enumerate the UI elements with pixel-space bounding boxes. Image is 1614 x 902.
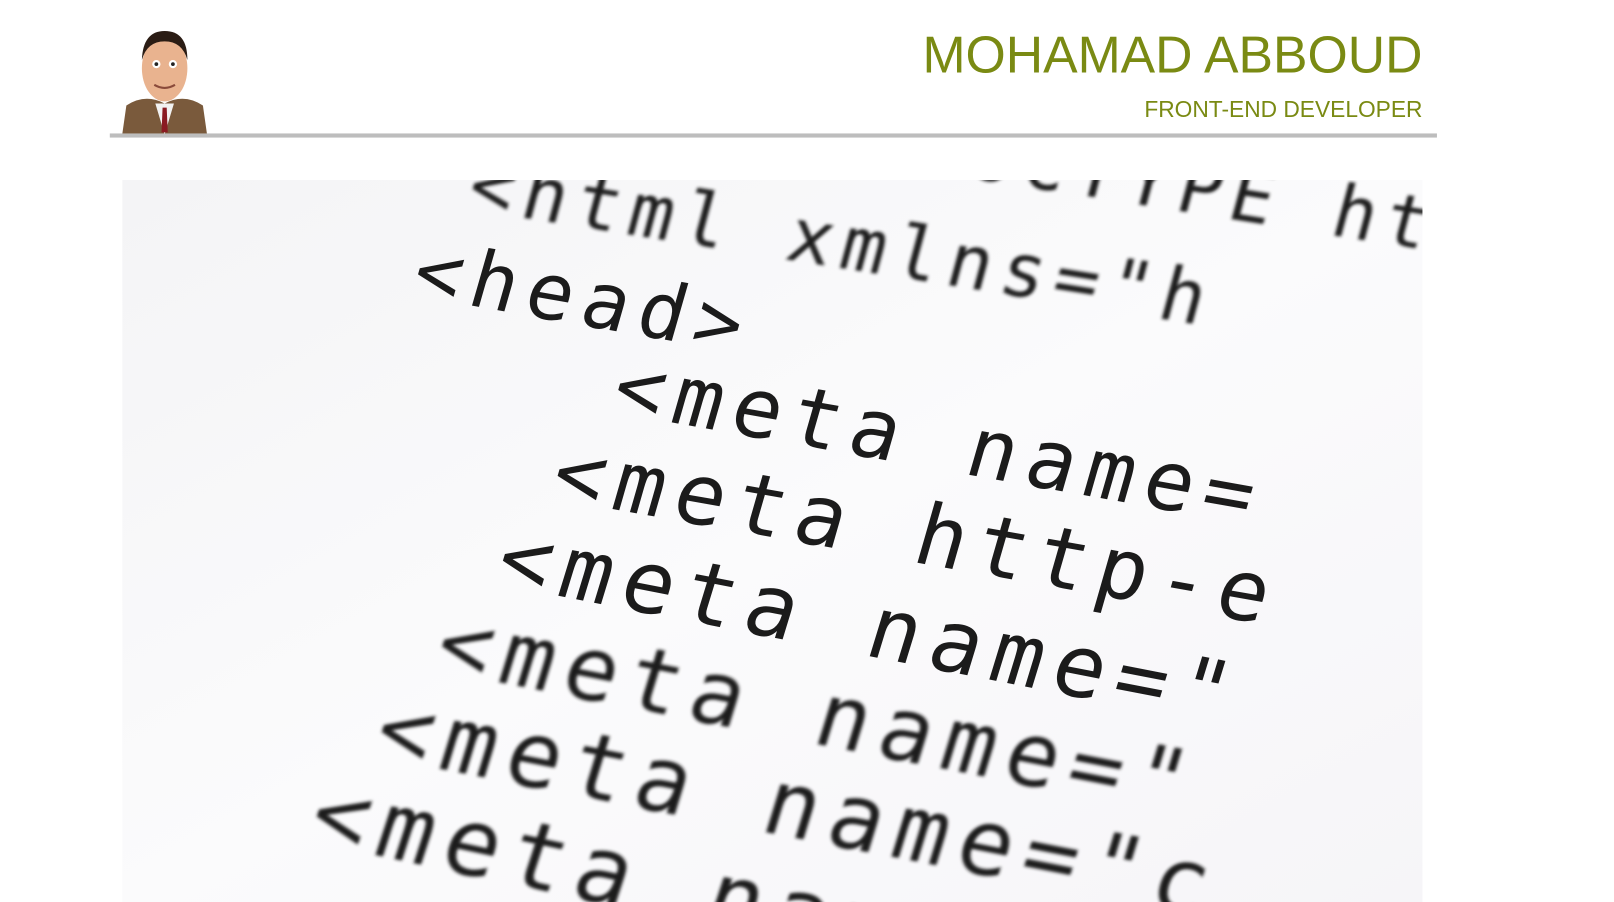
- avatar-hair: [141, 31, 188, 60]
- hero-image: <!DOCTYPE htm<html xmlns="h<head><meta n…: [122, 179, 1423, 902]
- site-name: MOHAMAD ABBOUD: [922, 25, 1422, 83]
- avatar-face: [141, 35, 188, 102]
- hero-background: [122, 179, 1423, 902]
- header-divider: [109, 133, 1437, 138]
- avatar-mouth: [153, 83, 176, 89]
- site-role: FRONT-END DEVELOPER: [1144, 96, 1422, 122]
- avatar[interactable]: [122, 27, 208, 135]
- avatar-pupil: [171, 62, 175, 66]
- avatar-tie: [161, 107, 168, 133]
- avatar-pupil: [154, 62, 159, 66]
